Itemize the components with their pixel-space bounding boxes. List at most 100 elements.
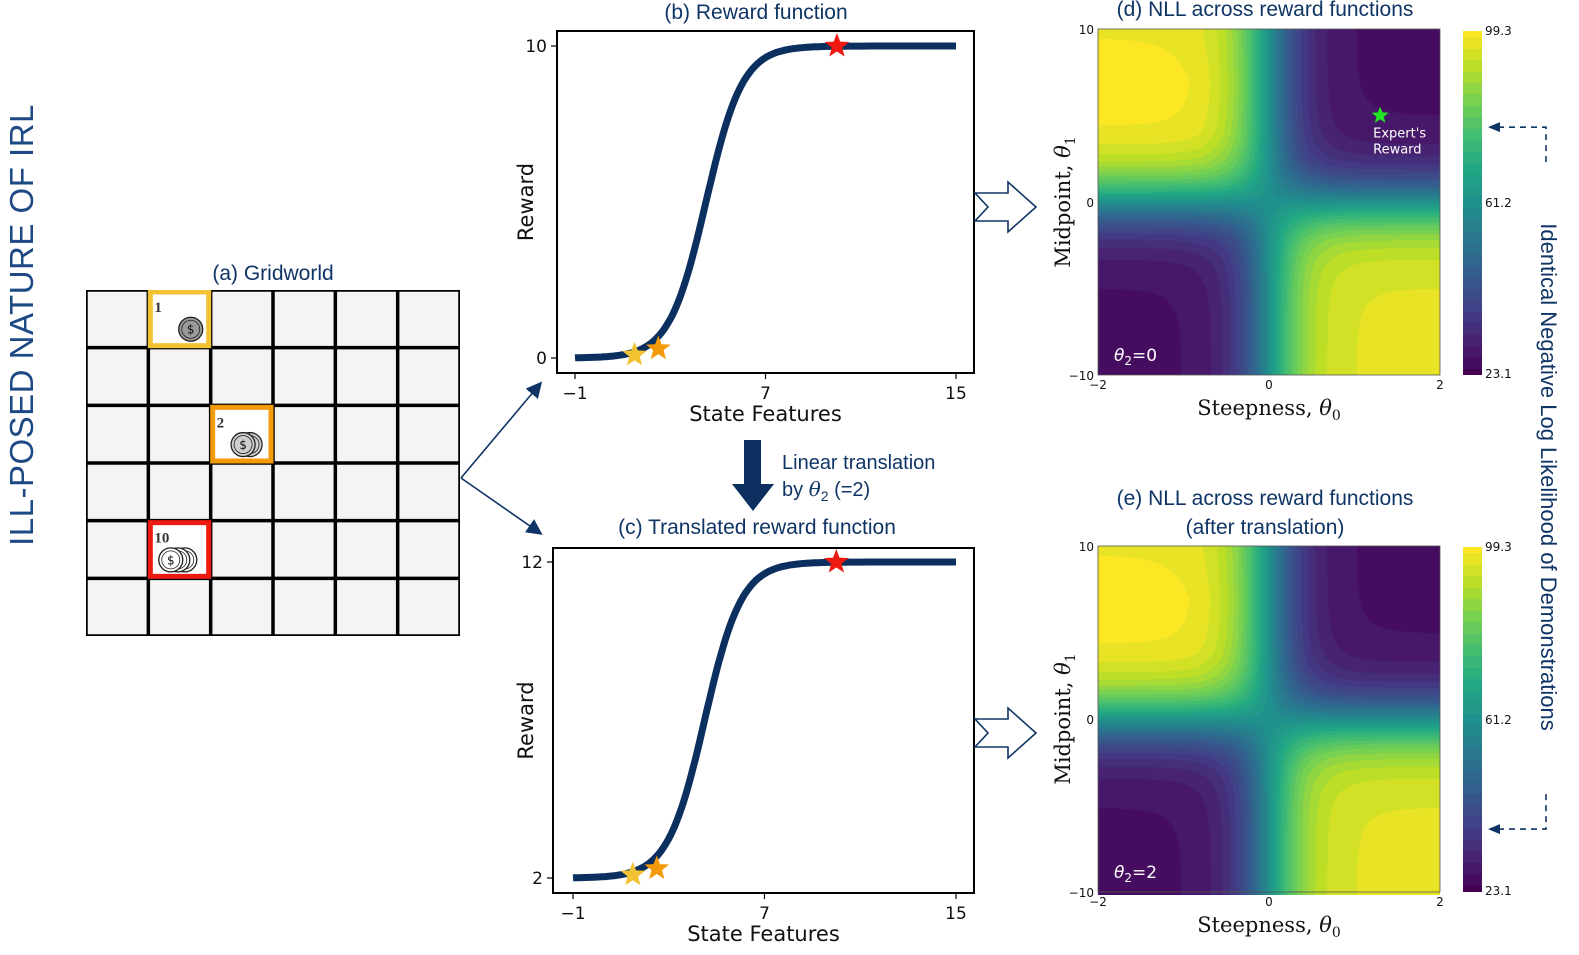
reward-cell-1: 1$	[147, 290, 212, 349]
hollow-arrow-bottom	[973, 706, 1038, 760]
expert-reward-star	[1371, 106, 1389, 123]
heatmap-x-tick: 2	[1436, 895, 1444, 909]
heatmap-x-tick: 2	[1436, 378, 1444, 392]
coin-icon-ring	[161, 550, 181, 570]
translation-arrow-head	[732, 484, 774, 511]
translation-arrow	[732, 440, 774, 511]
x-tick-label: 7	[760, 384, 771, 404]
main-title: ILL-POSED NATURE OF IRL	[2, 60, 42, 590]
theta-symbol: θ	[808, 477, 821, 501]
translation-prefix: by	[782, 479, 809, 501]
heatmap-y-tick: −10	[1069, 369, 1094, 383]
reward-curve	[574, 42, 956, 362]
heatmap-y-tick: 10	[1079, 540, 1094, 554]
nll-translated-heatmap-axes: −2 0 2 −10 0 10 Steepness, θ0 Midpoint, θ1 θ2=2	[1051, 540, 1444, 941]
plot-frame	[552, 547, 975, 894]
nll-translated-title: (e) NLL across reward functions	[1116, 487, 1414, 510]
arrow-to-translated-reward	[460, 477, 543, 535]
translation-arrow-shaft	[744, 440, 761, 484]
coin-icon-ring	[181, 319, 201, 339]
expert-reward-label-line2: Reward	[1373, 143, 1421, 158]
theta-symbol: θ	[1319, 913, 1332, 937]
theta-subscript: 2	[1124, 354, 1132, 368]
heatmap-x-tick: 0	[1265, 895, 1273, 909]
heatmap-x-label: Steepness, θ0	[1197, 396, 1341, 424]
heatmap-y-tick: 10	[1079, 23, 1094, 37]
connector-arrows	[460, 381, 543, 535]
reward-value-label: 1	[154, 300, 162, 316]
star-marker-reward-2	[644, 855, 670, 879]
theta-subscript: 1	[1063, 653, 1079, 662]
theta-symbol: θ	[1319, 396, 1332, 420]
theta-subscript: 1	[1063, 136, 1079, 145]
colorbar-top	[1463, 31, 1482, 375]
reward-cell-10: 10 $	[147, 520, 212, 579]
identical-nll-label: Identical Negative Log Likelihood of Dem…	[1536, 0, 1561, 955]
reward-function-title: (b) Reward function	[664, 1, 848, 24]
plot-frame	[556, 30, 975, 374]
dollar-symbol: $	[239, 438, 247, 452]
heatmap-y-label: Midpoint, θ1	[1051, 653, 1079, 784]
theta-symbol: θ	[1114, 346, 1125, 366]
nll-title: (d) NLL across reward functions	[1116, 0, 1414, 21]
gridworld-title: (a) Gridworld	[212, 262, 334, 285]
y-axis-label: Reward	[514, 163, 538, 241]
identical-nll-bracket	[1488, 122, 1547, 835]
bracket-top-dashed-line	[1498, 126, 1547, 168]
coin-icon	[178, 316, 204, 342]
heatmap-y-tick: −10	[1069, 886, 1094, 900]
arrow-to-reward-function	[460, 381, 543, 479]
reward-value-label: 10	[154, 531, 169, 547]
heatmap-x-label: Steepness, θ0	[1197, 913, 1341, 941]
bracket-bottom-dashed-line	[1498, 789, 1547, 830]
dollar-symbol: $	[187, 323, 195, 337]
heatmap-x-tick: −2	[1089, 895, 1107, 909]
star-marker-reward-1	[620, 861, 646, 886]
annotation-value: =0	[1132, 346, 1157, 366]
reward-curve	[572, 558, 956, 882]
heatmap-y-label: Midpoint, θ1	[1051, 136, 1079, 267]
x-axis-label: State Features	[687, 922, 840, 946]
star-marker-reward-10	[824, 33, 850, 57]
reward-value-label: 2	[217, 415, 225, 431]
star-marker-reward-10	[823, 549, 849, 573]
star-marker-reward-1	[622, 341, 647, 366]
colorbar-top-mid: 61.2	[1485, 196, 1512, 210]
gridworld: 1$2$10$	[86, 290, 460, 636]
translated-reward-chart: −1 7 15 2 12 State Features Reward	[514, 547, 975, 946]
x-tick-label: 15	[945, 384, 967, 404]
translation-note-line2: by θ2 (=2)	[782, 476, 935, 509]
y-axis-label: Reward	[514, 681, 538, 759]
star-marker-reward-2	[646, 335, 671, 360]
x-axis-label: State Features	[689, 402, 842, 426]
theta-subscript: 0	[1332, 925, 1341, 941]
coin-icon	[230, 431, 256, 458]
nll-heatmap	[1098, 29, 1440, 375]
hollow-arrow-top	[973, 180, 1038, 234]
colorbar-bottom-mid: 61.2	[1485, 713, 1512, 727]
y-tick-label: 2	[532, 869, 543, 889]
x-tick-label: 15	[945, 904, 967, 924]
translated-reward-title: (c) Translated reward function	[618, 516, 896, 539]
theta-subscript: 0	[1332, 408, 1341, 424]
x-tick-label: 7	[759, 904, 770, 924]
heatmap-y-tick: 0	[1086, 196, 1094, 210]
identical-nll-label-text: Identical Negative Log Likelihood of Dem…	[1536, 223, 1561, 731]
expert-reward-label-line1: Expert's	[1373, 127, 1426, 142]
colorbar-bottom-max: 99.3	[1485, 540, 1512, 554]
coin-icon	[158, 547, 184, 573]
y-tick-label: 0	[536, 349, 547, 369]
colorbar-bottom-min: 23.1	[1485, 884, 1512, 898]
heatmap-frame	[1097, 28, 1441, 376]
bracket-bottom-arrowhead	[1488, 824, 1500, 835]
heatmap-x-tick: 0	[1265, 378, 1273, 392]
theta-subscript: 2	[820, 488, 829, 504]
theta2-annotation: θ2=2	[1114, 863, 1157, 885]
nll-translated-heatmap	[1098, 546, 1440, 895]
theta-symbol: θ	[1051, 662, 1075, 675]
theta-symbol: θ	[1114, 863, 1125, 883]
heatmap-x-tick: −2	[1089, 378, 1107, 392]
reward-cell-2: 2$	[210, 404, 274, 464]
heatmap-frame	[1097, 545, 1441, 893]
